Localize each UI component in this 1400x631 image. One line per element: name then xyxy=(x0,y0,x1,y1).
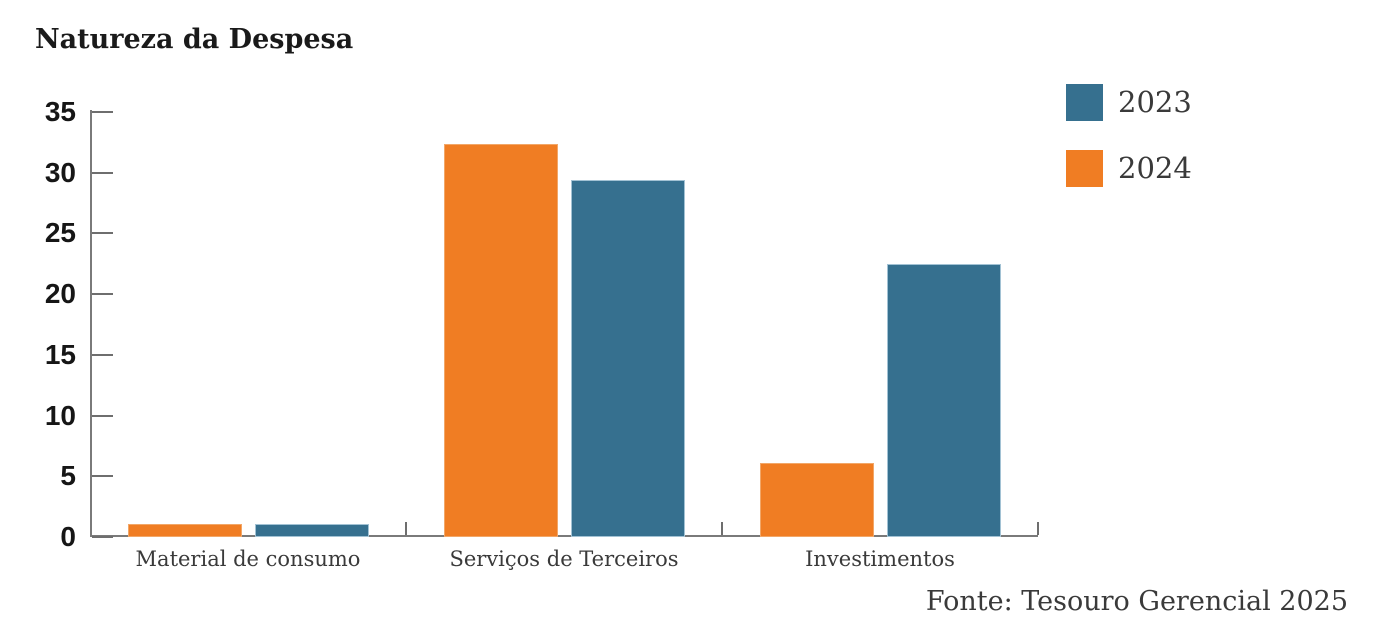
bar-2024-investimentos xyxy=(760,463,874,537)
legend-entry-2023: 2023 xyxy=(1066,84,1192,121)
bar-2024-material-de-consumo xyxy=(128,524,242,537)
plot-area: 0 5 10 15 20 25 30 35 Material de consumo Serviço… xyxy=(45,98,1039,571)
x-tick-1 xyxy=(405,522,407,535)
y-tick-label-15: 15 xyxy=(44,338,76,370)
legend: 2023 2024 xyxy=(1066,84,1192,216)
y-tick-30 xyxy=(92,171,113,174)
source-note: Fonte: Tesouro Gerencial 2025 xyxy=(925,586,1348,617)
y-tick-25 xyxy=(92,232,113,235)
y-tick-0 xyxy=(92,536,113,538)
y-tick-15 xyxy=(92,353,113,356)
x-tick-3 xyxy=(1037,522,1039,535)
y-tick-35 xyxy=(92,111,113,113)
bar-2023-servic-os-de-terceiros xyxy=(571,180,685,537)
y-tick-label-35: 35 xyxy=(44,96,76,127)
bar-2023-material-de-consumo xyxy=(255,524,369,537)
category-label-material-de-consumo: Material de consumo xyxy=(135,547,361,571)
x-axis-line xyxy=(90,535,1038,537)
legend-label-2024: 2024 xyxy=(1118,151,1192,185)
y-axis-line xyxy=(90,110,92,537)
y-tick-label-25: 25 xyxy=(44,217,76,249)
x-tick-2 xyxy=(721,522,723,535)
bar-2024-servic-os-de-terceiros xyxy=(444,144,558,537)
legend-entry-2024: 2024 xyxy=(1066,150,1192,187)
category-label-servic-os-de-terceiros: Serviços de Terceiros xyxy=(449,547,679,571)
y-tick-label-5: 5 xyxy=(60,460,76,492)
category-label-investimentos: Investimentos xyxy=(805,547,955,571)
y-tick-label-0: 0 xyxy=(60,521,76,552)
y-tick-5 xyxy=(92,475,113,478)
legend-label-2023: 2023 xyxy=(1118,85,1192,119)
y-tick-20 xyxy=(92,293,113,296)
y-tick-10 xyxy=(92,414,113,417)
y-tick-label-10: 10 xyxy=(44,399,76,431)
y-tick-label-30: 30 xyxy=(44,156,76,188)
bar-2023-investimentos xyxy=(887,264,1001,537)
legend-swatch-2023 xyxy=(1066,84,1103,121)
legend-swatch-2024 xyxy=(1066,150,1103,187)
y-tick-label-20: 20 xyxy=(44,278,76,310)
chart-title: Natureza da Despesa xyxy=(35,24,354,55)
